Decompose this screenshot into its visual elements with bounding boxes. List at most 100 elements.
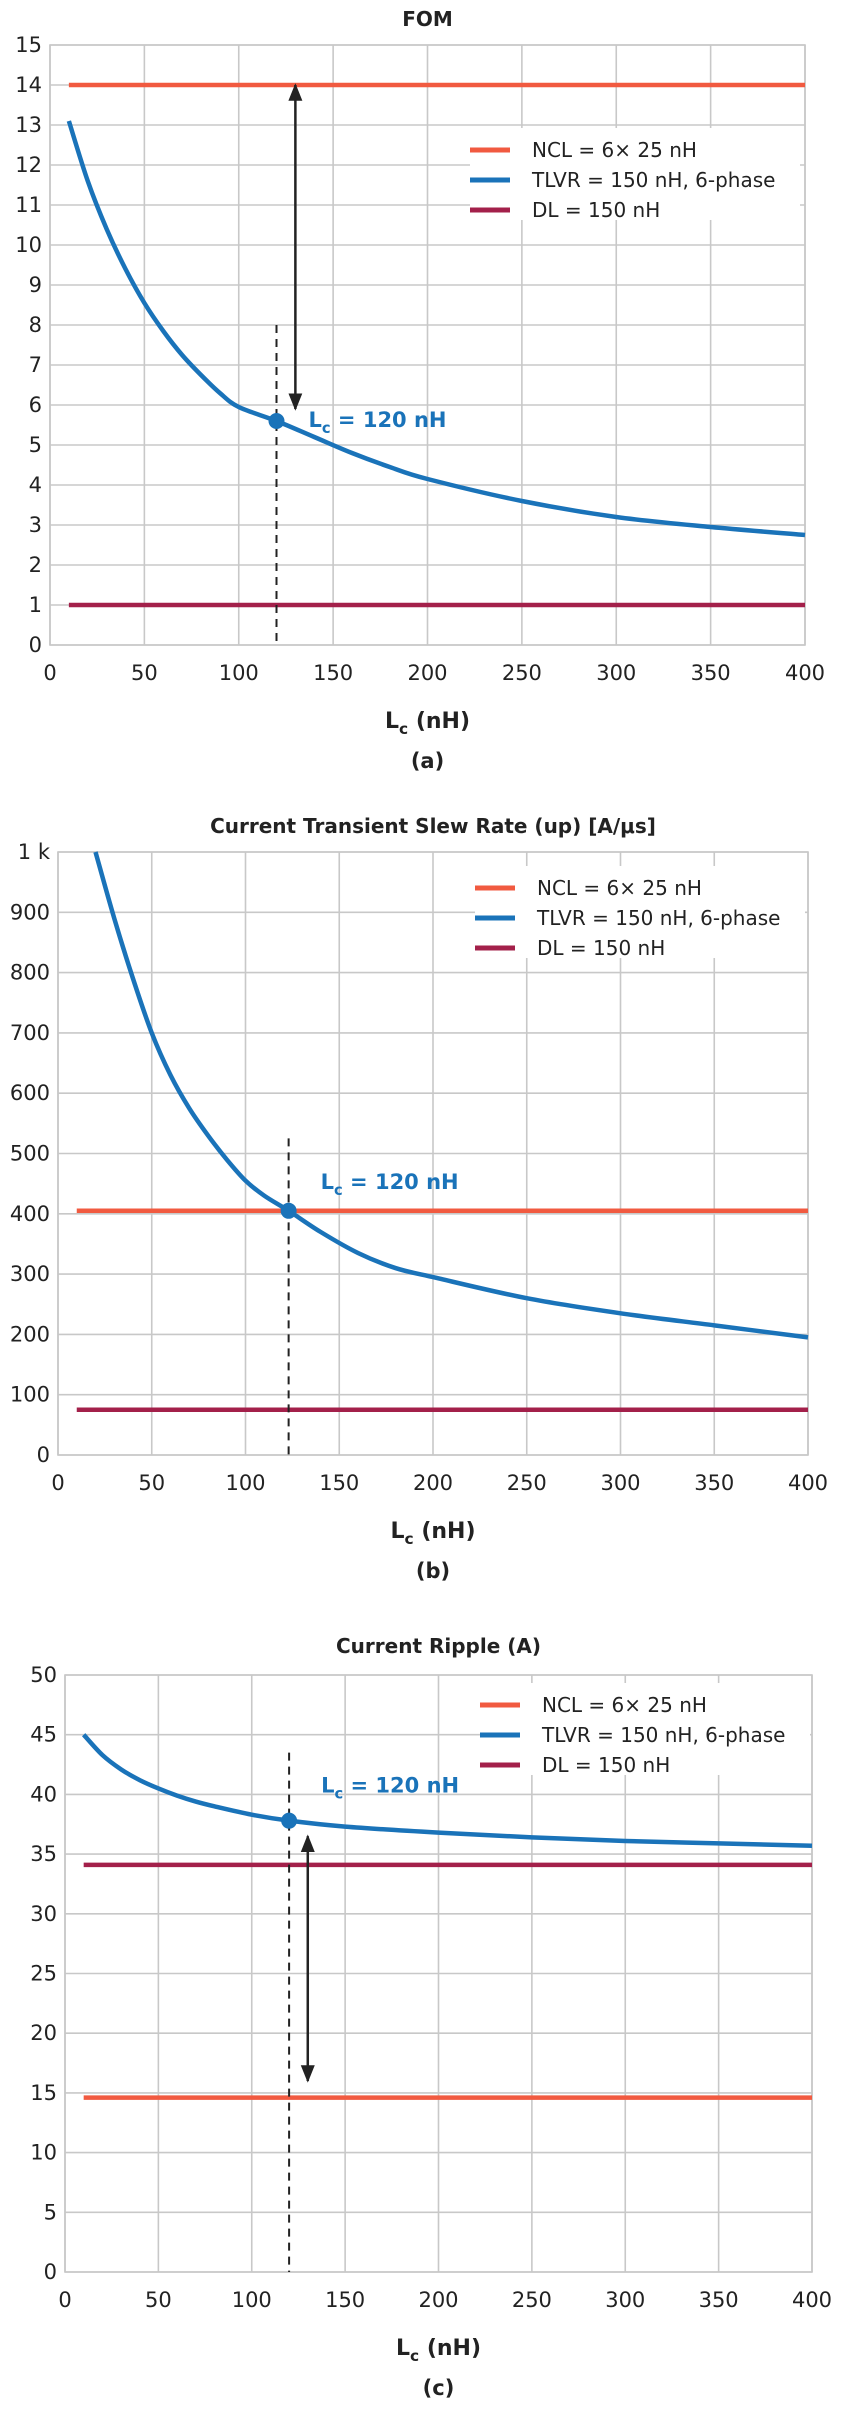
- y-tick-label: 9: [29, 273, 42, 297]
- x-tick-label: 0: [43, 661, 56, 685]
- series-line-tlvr: [66, 120, 806, 538]
- y-tick-label: 14: [15, 73, 42, 97]
- marker-point: [268, 413, 285, 429]
- x-tick-label: 150: [313, 661, 353, 685]
- y-tick-label: 50: [30, 1663, 57, 1687]
- y-tick-label: 0: [29, 633, 42, 657]
- y-tick-label: 20: [30, 2021, 57, 2045]
- y-tick-label: 3: [29, 513, 42, 537]
- panel-caption: (a): [411, 749, 444, 773]
- y-tick-label: 13: [15, 113, 42, 137]
- y-tick-label: 2: [29, 553, 42, 577]
- legend: NCL = 6× 25 nH TLVR = 150 nH, 6-phase DL =…: [470, 128, 800, 222]
- y-tick-label: 8: [29, 313, 42, 337]
- x-axis-label: Lc (nH): [396, 2336, 481, 2365]
- legend-entry: DL = 150 nH: [532, 198, 660, 222]
- x-tick-label: 200: [418, 2288, 458, 2312]
- chart-title: FOM: [402, 7, 453, 31]
- marker-label: Lc = 120 nH: [321, 1170, 459, 1199]
- x-tick-label: 100: [225, 1471, 265, 1495]
- panel-caption: (b): [416, 1559, 450, 1583]
- y-tick-label: 10: [30, 2141, 57, 2165]
- x-tick-label: 100: [232, 2288, 272, 2312]
- plot-frame: [49, 44, 806, 646]
- series-line-tlvr: [93, 851, 809, 1340]
- legend-entry: DL = 150 nH: [537, 936, 665, 960]
- y-tick-label: 25: [30, 1962, 57, 1986]
- legend-entry: NCL = 6× 25 nH: [532, 138, 697, 162]
- legend-entry: DL = 150 nH: [542, 1753, 670, 1777]
- chart-panel-b: Current Transient Slew Rate (up) [A/μs] 0…: [10, 814, 828, 1583]
- x-axis-label: Lc (nH): [385, 709, 470, 738]
- chart-title: Current Ripple (A): [336, 1634, 541, 1658]
- y-tick-label: 15: [15, 33, 42, 57]
- legend-background: [475, 866, 805, 958]
- x-tick-label: 300: [600, 1471, 640, 1495]
- x-tick-label: 300: [605, 2288, 645, 2312]
- x-tick-label: 350: [699, 2288, 739, 2312]
- legend: NCL = 6× 25 nH TLVR = 150 nH, 6-phase DL =…: [480, 1683, 810, 1777]
- legend-entry: TLVR = 150 nH, 6-phase: [536, 906, 780, 930]
- marker-point: [280, 1202, 297, 1219]
- y-tick-label: 1: [29, 593, 42, 617]
- legend-entry: TLVR = 150 nH, 6-phase: [541, 1723, 785, 1747]
- legend-entry: TLVR = 150 nH, 6-phase: [531, 168, 775, 192]
- y-tick-label: 100: [10, 1383, 50, 1407]
- x-tick-label: 400: [788, 1471, 828, 1495]
- y-tick-label: 200: [10, 1322, 50, 1346]
- y-tick-label: 700: [10, 1021, 50, 1045]
- marker-point: [281, 1812, 298, 1829]
- x-tick-label: 200: [407, 661, 447, 685]
- x-tick-label: 250: [507, 1471, 547, 1495]
- legend-background: [470, 128, 800, 220]
- y-tick-label: 5: [44, 2200, 57, 2224]
- y-tick-label: 12: [15, 153, 42, 177]
- x-tick-label: 100: [219, 661, 259, 685]
- x-axis-label: Lc (nH): [391, 1519, 476, 1548]
- marker-label: Lc = 120 nH: [321, 1774, 459, 1803]
- y-tick-label: 30: [30, 1902, 57, 1926]
- series-line-tlvr: [82, 1733, 813, 1848]
- x-tick-label: 400: [792, 2288, 832, 2312]
- legend-entry: NCL = 6× 25 nH: [537, 876, 702, 900]
- y-tick-label: 45: [30, 1723, 57, 1747]
- x-tick-label: 250: [502, 661, 542, 685]
- y-tick-label: 600: [10, 1081, 50, 1105]
- x-tick-label: 0: [51, 1471, 64, 1495]
- y-tick-label: 15: [30, 2081, 57, 2105]
- x-tick-label: 300: [596, 661, 636, 685]
- y-tick-label: 6: [29, 393, 42, 417]
- x-tick-label: 50: [145, 2288, 172, 2312]
- x-tick-label: 50: [138, 1471, 165, 1495]
- y-tick-label: 0: [37, 1443, 50, 1467]
- panel-caption: (c): [423, 2376, 455, 2400]
- legend-entry: NCL = 6× 25 nH: [542, 1693, 707, 1717]
- y-tick-label: 11: [15, 193, 42, 217]
- legend: NCL = 6× 25 nH TLVR = 150 nH, 6-phase DL =…: [475, 866, 805, 960]
- x-tick-label: 150: [319, 1471, 359, 1495]
- y-tick-label: 800: [10, 961, 50, 985]
- y-tick-label: 300: [10, 1262, 50, 1286]
- x-tick-label: 250: [512, 2288, 552, 2312]
- y-tick-label: 40: [30, 1782, 57, 1806]
- chart-title: Current Transient Slew Rate (up) [A/μs]: [210, 814, 656, 838]
- y-tick-label: 7: [29, 353, 42, 377]
- x-tick-label: 200: [413, 1471, 453, 1495]
- y-tick-label: 1 k: [18, 840, 51, 864]
- y-tick-label: 500: [10, 1142, 50, 1166]
- y-tick-label: 400: [10, 1202, 50, 1226]
- y-tick-label: 4: [29, 473, 42, 497]
- x-tick-label: 0: [58, 2288, 71, 2312]
- x-tick-label: 350: [691, 661, 731, 685]
- y-tick-label: 5: [29, 433, 42, 457]
- x-tick-label: 50: [131, 661, 158, 685]
- y-tick-label: 10: [15, 233, 42, 257]
- marker-label: Lc = 120 nH: [309, 408, 447, 437]
- y-tick-label: 35: [30, 1842, 57, 1866]
- y-tick-label: 900: [10, 900, 50, 924]
- legend-background: [480, 1683, 810, 1775]
- x-tick-label: 400: [785, 661, 825, 685]
- y-tick-label: 0: [44, 2260, 57, 2284]
